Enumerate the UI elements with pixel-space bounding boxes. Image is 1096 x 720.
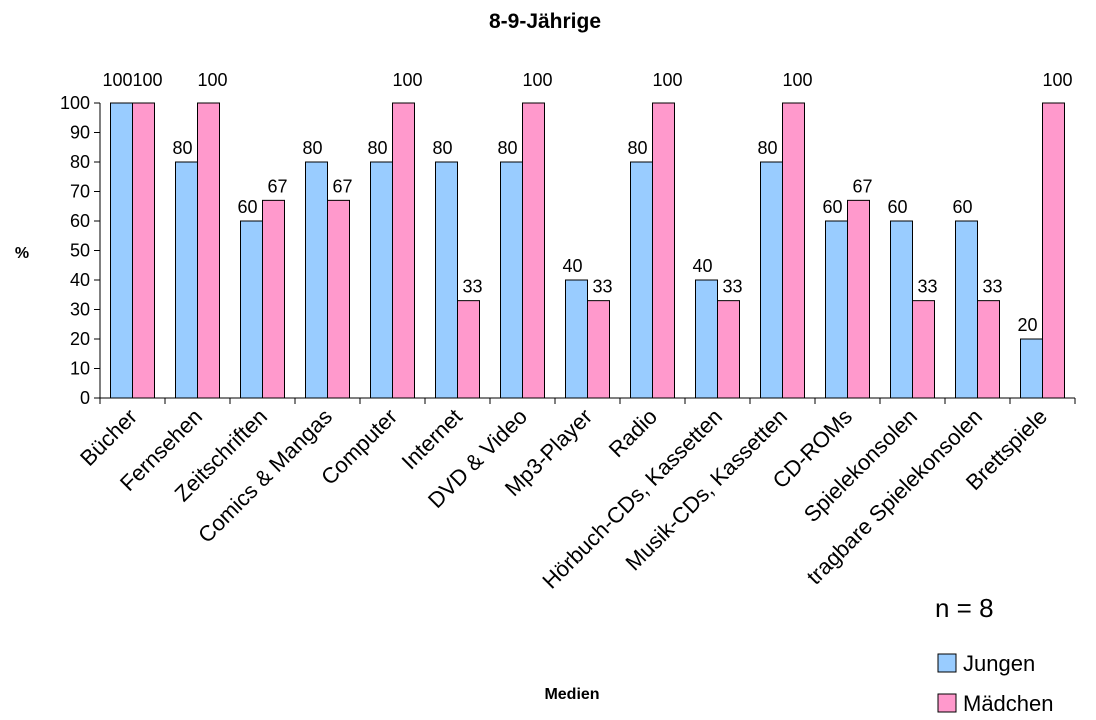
bar-jungen [695,279,718,399]
data-label: 33 [592,277,612,297]
bar-maedchen [457,300,480,399]
bar-jungen [175,161,198,399]
y-tick-label: 20 [70,329,90,349]
sample-size-note: n = 8 [935,593,994,623]
y-tick-label: 80 [70,152,90,172]
data-label: 100 [132,70,162,90]
data-label: 40 [562,256,582,276]
data-label: 67 [852,176,872,196]
data-label: 100 [652,70,682,90]
data-label: 100 [522,70,552,90]
data-label: 67 [267,176,287,196]
x-category-label: Radio [604,404,662,462]
data-label: 100 [392,70,422,90]
legend: Jungen Mädchen [937,651,1054,716]
data-label: 80 [497,138,517,158]
legend-label: Jungen [963,651,1035,676]
data-label: 100 [197,70,227,90]
y-tick-label: 10 [70,359,90,379]
bar-maedchen [392,102,415,399]
bar-maedchen [1042,102,1065,399]
bar-jungen [825,220,848,399]
data-label: 60 [822,197,842,217]
data-label: 80 [302,138,322,158]
bar-maedchen [327,199,350,399]
bar-maedchen [782,102,805,399]
bar-maedchen [847,199,870,399]
bar-jungen [890,220,913,399]
x-axis-title: Medien [544,686,599,703]
bar-maedchen [522,102,545,399]
data-label: 80 [367,138,387,158]
y-tick-label: 50 [70,241,90,261]
y-tick-label: 0 [80,388,90,408]
bar-jungen [240,220,263,399]
bar-jungen [760,161,783,399]
bar-maedchen [587,300,610,399]
bar-maedchen [262,199,285,399]
data-label: 60 [887,197,907,217]
bar-jungen [370,161,393,399]
data-label: 100 [1042,70,1072,90]
bar-maedchen [652,102,675,399]
y-tick-label: 90 [70,123,90,143]
legend-swatch-maedchen [937,693,957,713]
data-label: 33 [462,277,482,297]
data-label: 33 [722,277,742,297]
bar-jungen [500,161,523,399]
bar-jungen [110,102,133,399]
data-label: 33 [917,277,937,297]
data-label: 60 [237,197,257,217]
data-label: 100 [782,70,812,90]
legend-swatch-jungen [937,653,957,673]
bar-jungen [955,220,978,399]
data-label: 80 [172,138,192,158]
bar-maedchen [977,300,1000,399]
data-label: 33 [982,277,1002,297]
bar-jungen [1020,338,1043,399]
data-label: 67 [332,176,352,196]
y-tick-label: 60 [70,211,90,231]
chart-title: 8-9-Jährige [489,10,601,33]
x-category-label: Spielekonsolen [799,404,922,527]
bar-jungen [565,279,588,399]
bar-jungen [435,161,458,399]
data-label: 100 [102,70,132,90]
y-tick-label: 30 [70,300,90,320]
data-label: 60 [952,197,972,217]
bar-jungen [305,161,328,399]
bar-maedchen [132,102,155,399]
y-tick-label: 70 [70,182,90,202]
bar-maedchen [912,300,935,399]
y-tick-label: 100 [60,93,90,113]
bar-jungen [630,161,653,399]
legend-label: Mädchen [963,691,1054,716]
y-axis-title: % [15,245,29,262]
bar-maedchen [197,102,220,399]
data-label: 20 [1017,315,1037,335]
y-tick-label: 40 [70,270,90,290]
bar-maedchen [717,300,740,399]
data-label: 80 [432,138,452,158]
data-label: 80 [627,138,647,158]
data-label: 40 [692,256,712,276]
data-label: 80 [757,138,777,158]
